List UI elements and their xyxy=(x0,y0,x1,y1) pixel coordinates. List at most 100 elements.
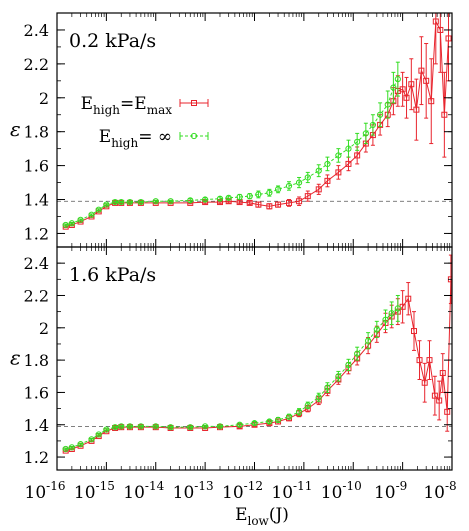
legend-sub: high xyxy=(111,136,138,150)
y-tick-label: 1.8 xyxy=(24,351,49,370)
data-point xyxy=(413,106,420,113)
data-point xyxy=(137,423,144,430)
data-point xyxy=(274,186,282,193)
data-point xyxy=(403,94,410,101)
x-tick-exponent: -15 xyxy=(96,479,115,493)
data-point xyxy=(285,182,293,190)
data-point xyxy=(95,206,102,213)
legend-mid: = ∞ xyxy=(138,127,172,147)
x-tick-label: 10-11 xyxy=(271,479,312,503)
data-point xyxy=(216,195,224,202)
data-point xyxy=(126,423,134,430)
legend-marker xyxy=(191,100,197,106)
data-point xyxy=(369,121,376,129)
data-point xyxy=(345,361,352,369)
x-tick-label: 10-16 xyxy=(25,479,66,503)
data-point xyxy=(423,77,430,84)
x-axis-label-main: E xyxy=(235,505,247,525)
data-point xyxy=(324,384,331,391)
data-point xyxy=(167,424,174,431)
data-point xyxy=(441,111,448,118)
data-point xyxy=(255,201,262,208)
data-point xyxy=(335,373,342,380)
data-point xyxy=(382,316,389,323)
data-point xyxy=(384,101,391,108)
top-panel: 1.21.41.61.822.22.4ε0.2 kPa/sEhigh=EmaxE… xyxy=(10,12,453,248)
x-tick-base: 10 xyxy=(123,483,145,503)
x-tick-label: 10-15 xyxy=(74,479,115,503)
x-tick-exponent: -12 xyxy=(244,479,263,493)
legend: Ehigh=Emax Ehigh= ∞ xyxy=(81,94,209,150)
x-axis-label: Elow(J) xyxy=(235,505,289,528)
y-axis-label: ε xyxy=(10,346,21,370)
data-point xyxy=(296,198,303,205)
x-tick-label: 10-8 xyxy=(423,479,456,503)
data-point xyxy=(377,111,384,118)
data-point xyxy=(187,424,194,431)
data-point xyxy=(394,76,401,83)
panel-label: 1.6 kPa/s xyxy=(69,264,156,286)
y-tick-label: 2.4 xyxy=(24,21,49,40)
data-point xyxy=(354,152,361,159)
data-point xyxy=(315,186,322,193)
y-tick-label: 1.4 xyxy=(24,416,49,435)
data-point xyxy=(335,152,342,159)
data-point xyxy=(444,408,451,415)
data-point xyxy=(354,350,361,357)
data-point xyxy=(365,337,372,344)
x-tick-base: 10 xyxy=(321,483,343,503)
data-point xyxy=(187,197,194,204)
data-point xyxy=(246,193,253,200)
data-point xyxy=(236,193,243,201)
data-point xyxy=(95,431,102,438)
legend-label: Ehigh= ∞ xyxy=(99,127,172,150)
legend-sub2: max xyxy=(147,103,173,117)
data-point xyxy=(437,26,444,33)
data-point xyxy=(418,67,425,74)
data-point xyxy=(118,198,125,206)
x-tick-base: 10 xyxy=(271,483,293,503)
x-tick-label: 10-14 xyxy=(123,479,164,503)
data-point xyxy=(335,169,342,176)
data-point xyxy=(373,326,380,333)
x-tick-base: 10 xyxy=(423,483,445,503)
data-point xyxy=(411,328,418,335)
data-point xyxy=(62,445,69,453)
y-tick-label: 1.6 xyxy=(24,157,49,176)
data-point xyxy=(225,194,232,201)
legend-label: Ehigh=Emax xyxy=(81,94,173,117)
data-point xyxy=(431,392,438,399)
data-point xyxy=(202,423,209,430)
data-point xyxy=(304,402,311,409)
data-point xyxy=(315,394,322,401)
series-line xyxy=(65,19,450,228)
series-infinity xyxy=(62,294,401,453)
x-tick-label: 10-10 xyxy=(321,479,362,503)
x-tick-exponent: -10 xyxy=(342,479,361,493)
data-point xyxy=(421,379,428,386)
panel-label: 0.2 kPa/s xyxy=(69,30,156,52)
x-tick-exponent: -8 xyxy=(445,479,457,493)
x-tick-base: 10 xyxy=(173,483,195,503)
data-point xyxy=(362,130,369,137)
data-point xyxy=(274,416,282,424)
data-point xyxy=(436,397,443,404)
data-point xyxy=(255,191,262,198)
x-tick-exponent: -13 xyxy=(194,479,213,493)
x-tick-label: 10-12 xyxy=(222,479,263,503)
bottom-panel: 1.21.41.61.822.22.4ε1.6 kPa/s10-16 10-15 1… xyxy=(10,246,457,528)
data-point xyxy=(345,145,352,152)
data-point xyxy=(405,295,412,302)
x-axis-label-sub: low xyxy=(247,514,269,528)
data-point xyxy=(266,418,273,425)
data-point xyxy=(62,221,69,229)
data-layer xyxy=(62,254,452,454)
data-point xyxy=(324,177,331,184)
data-point xyxy=(216,423,224,430)
y-tick-label: 2 xyxy=(39,89,49,108)
legend-mid: =E xyxy=(120,94,147,114)
data-point xyxy=(152,423,159,430)
data-point xyxy=(354,138,361,145)
data-point xyxy=(103,426,110,433)
data-point xyxy=(394,305,401,312)
